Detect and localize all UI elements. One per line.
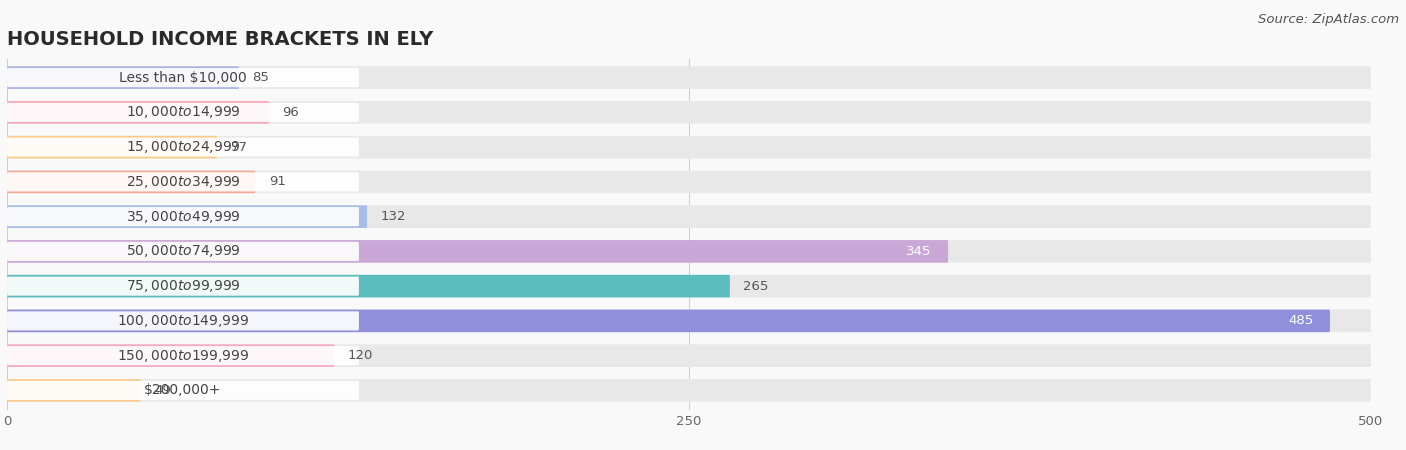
FancyBboxPatch shape bbox=[7, 136, 217, 158]
FancyBboxPatch shape bbox=[7, 207, 359, 226]
Text: Less than $10,000: Less than $10,000 bbox=[120, 71, 247, 85]
Bar bbox=[0, 95, 1385, 130]
Text: 265: 265 bbox=[744, 279, 769, 292]
Text: $100,000 to $149,999: $100,000 to $149,999 bbox=[117, 313, 249, 329]
Text: 49: 49 bbox=[155, 384, 172, 397]
Bar bbox=[0, 338, 1385, 373]
Bar bbox=[0, 373, 1385, 408]
FancyBboxPatch shape bbox=[7, 66, 1371, 89]
FancyBboxPatch shape bbox=[7, 101, 1371, 124]
FancyBboxPatch shape bbox=[7, 344, 335, 367]
FancyBboxPatch shape bbox=[7, 346, 359, 365]
FancyBboxPatch shape bbox=[7, 205, 367, 228]
Bar bbox=[0, 165, 1385, 199]
Text: 85: 85 bbox=[253, 71, 270, 84]
Text: HOUSEHOLD INCOME BRACKETS IN ELY: HOUSEHOLD INCOME BRACKETS IN ELY bbox=[7, 30, 433, 49]
FancyBboxPatch shape bbox=[7, 240, 1371, 263]
Bar bbox=[0, 303, 1385, 338]
Text: 485: 485 bbox=[1288, 315, 1313, 328]
FancyBboxPatch shape bbox=[7, 381, 359, 400]
FancyBboxPatch shape bbox=[7, 275, 1371, 297]
Text: $10,000 to $14,999: $10,000 to $14,999 bbox=[125, 104, 240, 120]
Text: 96: 96 bbox=[283, 106, 299, 119]
Text: 132: 132 bbox=[381, 210, 406, 223]
Text: $35,000 to $49,999: $35,000 to $49,999 bbox=[125, 209, 240, 225]
Bar bbox=[0, 130, 1385, 165]
Bar bbox=[0, 199, 1385, 234]
Text: 120: 120 bbox=[347, 349, 374, 362]
Text: $50,000 to $74,999: $50,000 to $74,999 bbox=[125, 243, 240, 259]
FancyBboxPatch shape bbox=[7, 277, 359, 296]
FancyBboxPatch shape bbox=[7, 205, 1371, 228]
Text: 77: 77 bbox=[231, 140, 247, 153]
Text: $25,000 to $34,999: $25,000 to $34,999 bbox=[125, 174, 240, 190]
FancyBboxPatch shape bbox=[7, 171, 1371, 193]
Text: 345: 345 bbox=[907, 245, 932, 258]
FancyBboxPatch shape bbox=[7, 310, 1371, 332]
FancyBboxPatch shape bbox=[7, 138, 359, 157]
Text: Source: ZipAtlas.com: Source: ZipAtlas.com bbox=[1258, 14, 1399, 27]
Bar bbox=[0, 269, 1385, 303]
Text: $200,000+: $200,000+ bbox=[145, 383, 222, 397]
Text: $15,000 to $24,999: $15,000 to $24,999 bbox=[125, 139, 240, 155]
FancyBboxPatch shape bbox=[7, 311, 359, 330]
FancyBboxPatch shape bbox=[7, 379, 1371, 402]
Bar bbox=[0, 60, 1385, 95]
FancyBboxPatch shape bbox=[7, 275, 730, 297]
Text: $150,000 to $199,999: $150,000 to $199,999 bbox=[117, 348, 249, 364]
Text: 91: 91 bbox=[269, 176, 285, 189]
FancyBboxPatch shape bbox=[7, 379, 141, 402]
FancyBboxPatch shape bbox=[7, 101, 269, 124]
FancyBboxPatch shape bbox=[7, 344, 1371, 367]
FancyBboxPatch shape bbox=[7, 136, 1371, 158]
FancyBboxPatch shape bbox=[7, 242, 359, 261]
FancyBboxPatch shape bbox=[7, 103, 359, 122]
FancyBboxPatch shape bbox=[7, 171, 256, 193]
FancyBboxPatch shape bbox=[7, 240, 948, 263]
FancyBboxPatch shape bbox=[7, 68, 359, 87]
Text: $75,000 to $99,999: $75,000 to $99,999 bbox=[125, 278, 240, 294]
FancyBboxPatch shape bbox=[7, 172, 359, 191]
FancyBboxPatch shape bbox=[7, 66, 239, 89]
FancyBboxPatch shape bbox=[7, 310, 1330, 332]
Bar bbox=[0, 234, 1385, 269]
